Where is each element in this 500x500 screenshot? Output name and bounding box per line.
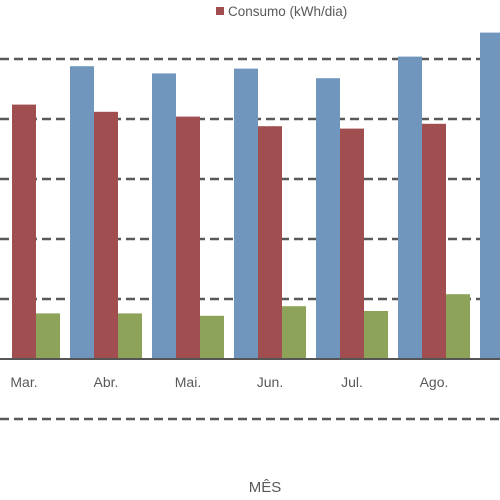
bar-series-3-jun <box>282 306 306 359</box>
bar-series-3-mar <box>36 313 60 359</box>
x-tick-labels: Mar.Abr.Mai.Jun.Jul.Ago.Set. <box>10 374 449 390</box>
bar-series-3-abr <box>118 313 142 359</box>
x-tick-label: Ago. <box>420 374 449 390</box>
bar-series-3-ago <box>446 294 470 359</box>
bar-series-1-jul <box>316 78 340 359</box>
legend: Consumo (kWh/dia) <box>216 4 347 19</box>
bar-series-2-abr <box>94 111 118 359</box>
bar-series-3-mai <box>200 315 224 359</box>
bar-series-1-ago <box>398 56 422 359</box>
bar-series-3-jul <box>364 311 388 359</box>
x-axis-title: MÊS <box>249 479 282 496</box>
legend-label: Consumo (kWh/dia) <box>228 4 347 19</box>
bar-series-1-set <box>480 32 500 359</box>
bar-series-2-mar <box>12 104 36 359</box>
x-tick-label: Jun. <box>257 374 283 390</box>
bar-series-1-mai <box>152 73 176 360</box>
bar-series-2-ago <box>422 123 446 359</box>
bar-series-2-jun <box>258 126 282 359</box>
bar-series-1-abr <box>70 66 94 359</box>
x-tick-label: Abr. <box>94 374 119 390</box>
legend-swatch <box>216 7 224 15</box>
x-tick-label: Mar. <box>10 374 37 390</box>
bar-series-2-mai <box>176 116 200 359</box>
bars <box>12 32 500 360</box>
x-tick-label: Jul. <box>341 374 363 390</box>
bar-series-2-jul <box>340 128 364 359</box>
bar-series-1-jun <box>234 68 258 359</box>
x-tick-label: Mai. <box>175 374 201 390</box>
